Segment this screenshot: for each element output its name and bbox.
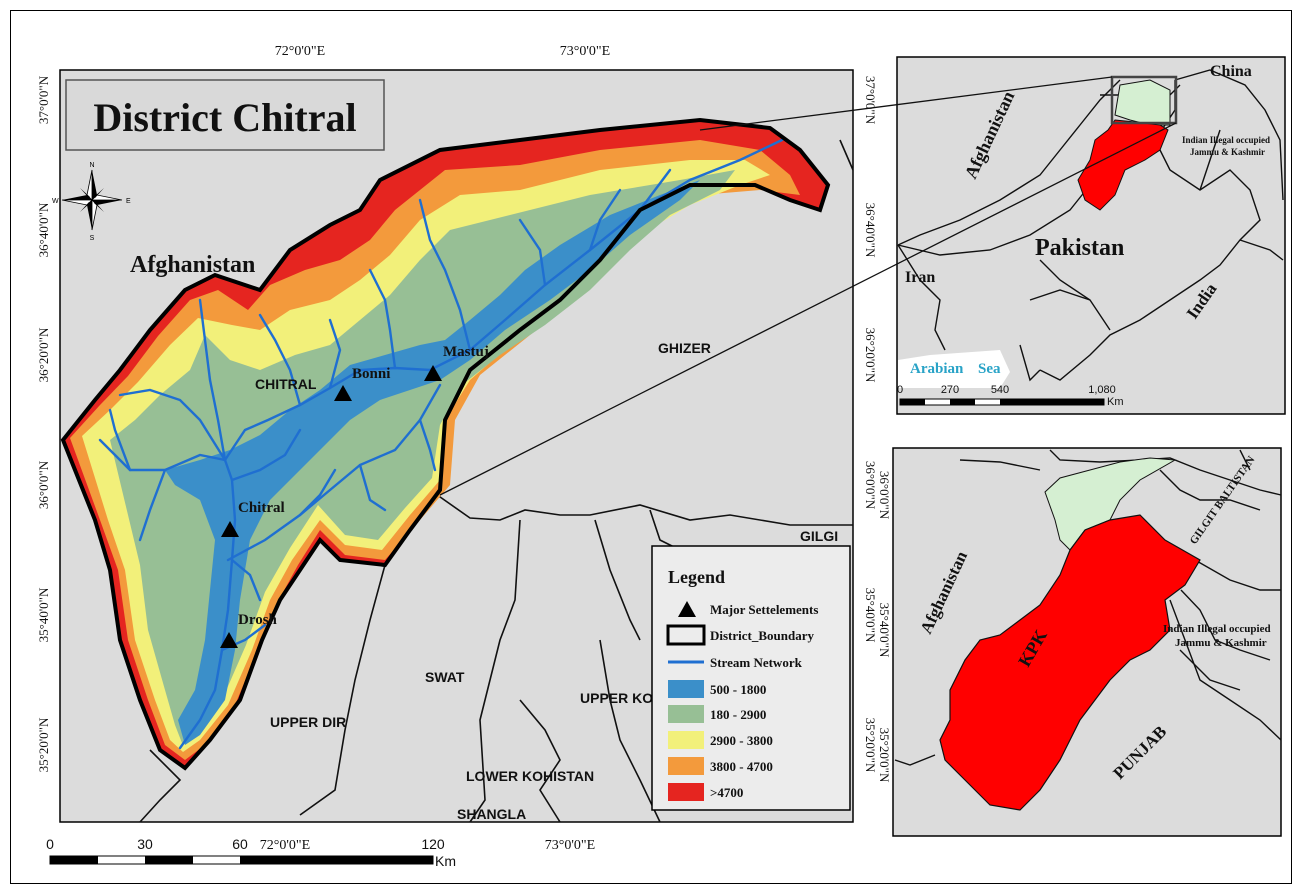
compass-s-label: S — [90, 235, 95, 242]
compass-rose-icon: N S E W — [52, 162, 131, 242]
compass-e-label: E — [126, 198, 131, 205]
inset1-scale-540: 540 — [991, 384, 1009, 396]
top-tick-73e: 73°0'0"E — [560, 44, 610, 59]
left-tick-3620n: 36°20'0"N — [36, 327, 51, 382]
main-scale-label-0: 0 — [46, 836, 54, 852]
bottom-tick-73e: 73°0'0"E — [545, 838, 595, 853]
settlement-mastuj-marker — [424, 365, 442, 381]
main-scale-label-120: 120 — [421, 836, 445, 852]
main-scale-unit: Km — [435, 853, 456, 869]
bottom-tick-72e: 72°0'0"E — [260, 838, 310, 853]
right-tick-3620n: 36°20'0"N — [863, 328, 878, 383]
title-box — [65, 79, 385, 151]
inset-kpk: Afghanistan GILGIT BALTISTAN Indian Ille… — [877, 447, 1282, 837]
right-tick-37n: 37°0'0"N — [863, 76, 878, 125]
district-swat-label: SWAT — [425, 669, 465, 685]
main-map: Mastuj Bonni Chitral Drosh Afghanistan C… — [36, 44, 878, 869]
compass-w-label: W — [52, 198, 59, 205]
gb-region-inset1 — [1114, 79, 1171, 126]
legend-label-2900-3800: 2900 - 3800 — [710, 733, 773, 748]
inset1-label-china: China — [1210, 63, 1252, 80]
inset1-label-iiojk-2: Jammu & Kashmir — [1190, 147, 1265, 157]
inset1-label-iran: Iran — [905, 269, 935, 286]
main-scale-label-60: 60 — [232, 836, 248, 852]
left-tick-3520n: 35°20'0"N — [36, 717, 51, 772]
kpk-region-inset2 — [939, 514, 1201, 811]
legend-label-180-2900: 180 - 2900 — [710, 707, 766, 722]
chitral-extent-box — [1110, 75, 1178, 125]
legend-label-500-1800: 500 - 1800 — [710, 682, 766, 697]
inset2-tick-3520n: 35°20'0"N — [877, 728, 892, 783]
settlement-drosh-marker — [220, 632, 238, 648]
main-scale-label-30: 30 — [137, 836, 153, 852]
settlement-drosh-label: Drosh — [238, 612, 278, 628]
legend-swatch-180-2900 — [668, 705, 704, 723]
compass-n-label: N — [89, 162, 94, 169]
right-tick-36n: 36°0'0"N — [863, 461, 878, 510]
left-tick-3540n: 35°40'0"N — [36, 587, 51, 642]
inset1-scale-1080: 1,080 — [1088, 384, 1116, 396]
legend-triangle-symbol — [678, 601, 696, 617]
left-tick-36n: 36°0'0"N — [36, 460, 51, 509]
district-shangla-label: SHANGLA — [457, 806, 526, 822]
inset1-scale-0: 0 — [897, 384, 903, 396]
district-upper-dir-label: UPPER DIR — [270, 714, 346, 730]
left-tick-37n: 37°0'0"N — [36, 75, 51, 124]
legend-label-boundary: District_Boundary — [710, 628, 815, 643]
kpk-region-inset1 — [1077, 119, 1169, 211]
legend-label-settlements: Major Settelements — [710, 602, 818, 617]
right-tick-3640n: 36°40'0"N — [863, 203, 878, 258]
right-tick-3520n: 35°20'0"N — [863, 718, 878, 773]
arabian-sea-area — [898, 350, 1010, 388]
inset2-label-iiojk-1: Indian Illegal occupied — [1163, 623, 1271, 635]
connector-lines — [439, 76, 1177, 496]
inset1-scale-270: 270 — [941, 384, 959, 396]
top-tick-72e: 72°0'0"E — [275, 44, 325, 59]
map-frame — [10, 10, 1292, 884]
legend-boundary-symbol — [666, 624, 706, 646]
right-tick-3540n: 35°40'0"N — [863, 588, 878, 643]
legend-label-gt-4700: >4700 — [710, 785, 743, 800]
legend: Legend Major Settelements District_Bound… — [651, 545, 851, 811]
district-chitral-label: CHITRAL — [255, 376, 317, 392]
inset2-tick-3540n: 35°40'0"N — [877, 603, 892, 658]
legend-label-3800-4700: 3800 - 4700 — [710, 759, 773, 774]
settlement-mastuj-label: Mastuj — [443, 344, 489, 360]
left-tick-3640n: 36°40'0"N — [36, 202, 51, 257]
settlement-bonni-label: Bonni — [352, 366, 390, 382]
settlement-chitral-marker — [221, 521, 239, 537]
legend-swatch-3800-4700 — [668, 757, 704, 775]
legend-swatch-2900-3800 — [668, 731, 704, 749]
inset1-label-sea: Sea — [978, 361, 1001, 377]
legend-swatch-gt-4700 — [668, 783, 704, 801]
inset1-label-arabian: Arabian — [910, 361, 964, 377]
inset1-scale-bar: 0 270 540 1,080 Km — [897, 384, 1124, 408]
district-boundary — [60, 117, 831, 771]
inset2-tick-36n: 36°0'0"N — [877, 471, 892, 520]
settlement-bonni-marker — [334, 385, 352, 401]
main-scale-bar: 0 30 60 120 Km — [46, 836, 456, 869]
inset1-label-pakistan: Pakistan — [1035, 235, 1124, 261]
inset-kpk-boundaries — [894, 449, 1282, 766]
district-ghizer-label: GHIZER — [658, 340, 711, 356]
inset1-scale-unit: Km — [1107, 396, 1124, 408]
legend-swatch-500-1800 — [668, 680, 704, 698]
inset2-label-iiojk-2: Jammu & Kashmir — [1175, 637, 1267, 649]
district-upper-kohistan-label: UPPER KO — [580, 690, 653, 706]
legend-label-stream: Stream Network — [710, 655, 803, 670]
inset1-label-iiojk-1: Indian Illegal occupied — [1182, 135, 1270, 145]
settlement-markers — [220, 365, 442, 648]
map-title: District Chitral — [93, 95, 356, 140]
settlement-chitral-label: Chitral — [238, 500, 285, 516]
afghanistan-label: Afghanistan — [130, 252, 255, 278]
gb-region-inset2 — [1044, 457, 1177, 551]
district-lower-kohistan-label: LOWER KOHISTAN — [466, 768, 594, 784]
district-gilgit-label: GILGI — [800, 528, 838, 544]
legend-title: Legend — [668, 567, 725, 587]
inset-pakistan: China Afghanistan Indian Illegal occupie… — [896, 56, 1286, 415]
